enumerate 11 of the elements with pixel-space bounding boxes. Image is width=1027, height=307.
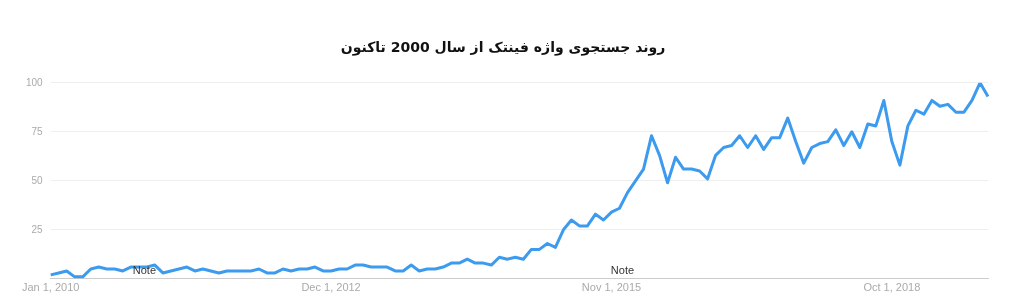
annotation: Note <box>132 264 157 277</box>
x-tick-label: Nov 1, 2015 <box>581 281 642 294</box>
y-tick-label: 50 <box>31 174 44 186</box>
x-tick-label: Dec 1, 2012 <box>301 281 361 294</box>
annotation: Note <box>610 264 635 277</box>
y-tick-label: 100 <box>26 76 44 88</box>
chart-title: روند جستجوی واژه فینتک از سال 2000 تاکنون <box>340 39 666 57</box>
y-tick-label: 25 <box>31 223 44 235</box>
x-tick-label: Oct 1, 2018 <box>863 281 921 294</box>
x-tick-label: Jan 1, 2010 <box>21 281 80 294</box>
y-tick-label: 75 <box>31 125 44 137</box>
